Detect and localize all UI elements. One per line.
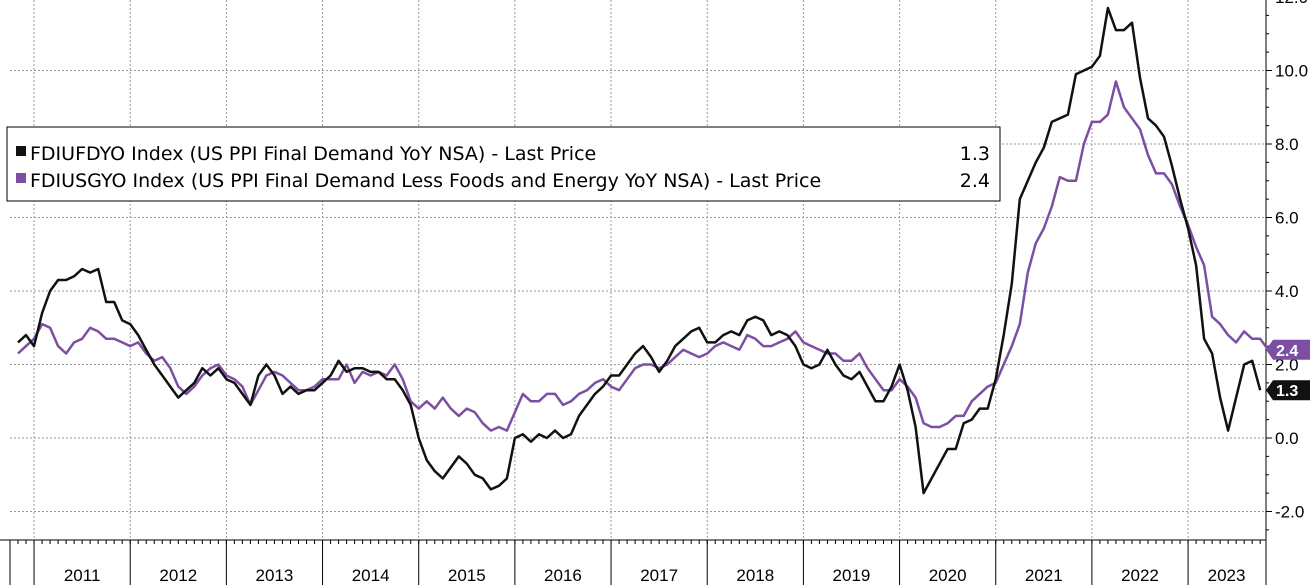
last-value-badge-core-ppi: 2.4 xyxy=(1266,339,1310,360)
legend-label-ppi: FDIUFDYO Index (US PPI Final Demand YoY … xyxy=(30,143,596,165)
badge-value: 1.3 xyxy=(1276,383,1298,400)
last-value-badge-ppi: 1.3 xyxy=(1266,380,1310,401)
x-tick-label: 2019 xyxy=(833,566,871,585)
legend-swatch-core-ppi xyxy=(16,173,26,183)
x-tick-label: 2020 xyxy=(929,566,967,585)
badge-shape xyxy=(1266,380,1310,401)
y-tick-label: 2.0 xyxy=(1275,356,1299,375)
badge-layer: 1.3 2.4 xyxy=(1266,339,1310,401)
series-layer xyxy=(17,6,1270,495)
series-line-ppi xyxy=(17,6,1262,495)
x-tick-label: 2023 xyxy=(1208,566,1246,585)
x-tick-label: 2012 xyxy=(159,566,197,585)
legend-swatch-ppi xyxy=(16,146,26,156)
x-tick-label: 2014 xyxy=(352,566,390,585)
legend-value-ppi: 1.3 xyxy=(960,143,990,165)
x-tick-label: 2021 xyxy=(1025,566,1063,585)
badge-value: 2.4 xyxy=(1276,343,1298,360)
legend-box xyxy=(6,126,1001,202)
x-tick-label: 2018 xyxy=(736,566,774,585)
y-tick-label: 6.0 xyxy=(1275,209,1299,228)
x-tick-label: 2011 xyxy=(64,566,101,585)
y-tick-label: 10.0 xyxy=(1275,62,1308,81)
badge-shape xyxy=(1266,339,1310,360)
y-tick-label: 0.0 xyxy=(1275,429,1299,448)
x-tick-label: 2022 xyxy=(1121,566,1159,585)
x-tick-label: 2015 xyxy=(448,566,486,585)
y-tick-label: 8.0 xyxy=(1275,135,1299,154)
legend-value-core-ppi: 2.4 xyxy=(960,170,990,192)
y-tick-label: 12.0 xyxy=(1275,0,1308,7)
x-tick-label: 2016 xyxy=(544,566,582,585)
series-line-core-ppi xyxy=(17,80,1270,432)
legend: FDIUFDYO Index (US PPI Final Demand YoY … xyxy=(6,126,1001,202)
x-tick-label: 2017 xyxy=(640,566,678,585)
legend-label-core-ppi: FDIUSGYO Index (US PPI Final Demand Less… xyxy=(30,170,821,192)
y-tick-label: -2.0 xyxy=(1275,503,1304,522)
x-tick-label: 2013 xyxy=(256,566,294,585)
y-tick-label: 4.0 xyxy=(1275,282,1299,301)
